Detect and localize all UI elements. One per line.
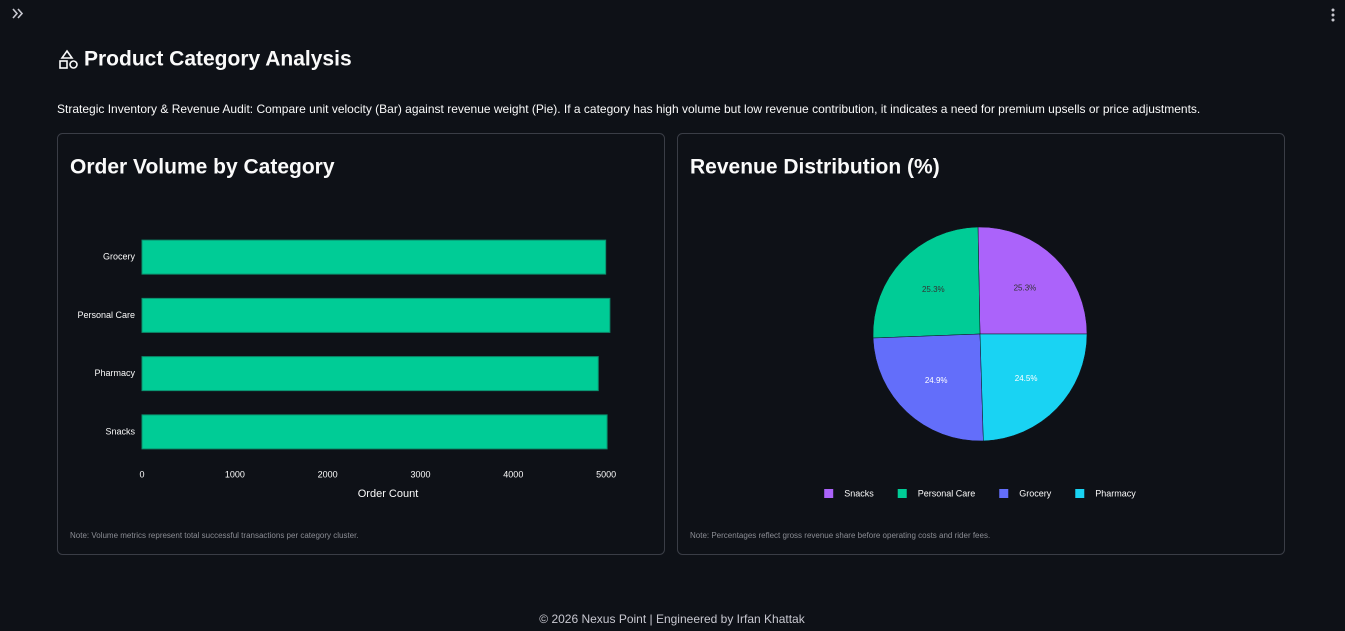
chart-note: Note: Percentages reflect gross revenue …: [690, 531, 990, 540]
slice-label: 24.9%: [925, 376, 948, 385]
chart-title: Order Volume by Category: [70, 156, 335, 179]
slice-label: 24.5%: [1015, 374, 1038, 383]
y-tick-label: Pharmacy: [94, 368, 135, 378]
x-tick-label: 2000: [318, 469, 338, 479]
pie-slice: [872, 333, 984, 442]
legend-label: Snacks: [844, 488, 874, 498]
page-description: Strategic Inventory & Revenue Audit: Com…: [57, 102, 1200, 116]
bar: [141, 239, 607, 275]
y-tick-label: Personal Care: [77, 310, 135, 320]
slice-label: 25.3%: [922, 285, 945, 294]
bar: [141, 297, 611, 333]
x-axis-label: Order Count: [358, 488, 419, 500]
x-tick-label: 3000: [410, 469, 430, 479]
slice-label: 25.3%: [1014, 283, 1037, 292]
x-tick-label: 5000: [596, 469, 616, 479]
legend-swatch: [897, 489, 907, 498]
footer: © 2026 Nexus Point | Engineered by Irfan…: [539, 612, 805, 626]
category-icon: [59, 49, 78, 69]
menu-icon[interactable]: [1331, 8, 1335, 22]
x-tick-label: 4000: [503, 469, 523, 479]
x-tick-label: 1000: [225, 469, 245, 479]
pie-panel: [677, 133, 1285, 555]
legend-swatch: [824, 489, 834, 498]
pie-slice: [977, 226, 1088, 335]
chart-note: Note: Volume metrics represent total suc…: [70, 531, 359, 540]
expand-sidebar-icon[interactable]: [12, 8, 24, 19]
page-title: Product Category Analysis: [84, 48, 352, 71]
pie-slice: [872, 226, 981, 339]
x-tick-label: 0: [139, 469, 144, 479]
bar-panel: [57, 133, 665, 555]
y-tick-label: Snacks: [105, 426, 135, 436]
legend-label: Personal Care: [918, 488, 976, 498]
chart-title: Revenue Distribution (%): [690, 156, 940, 179]
legend-label: Pharmacy: [1095, 488, 1136, 498]
legend-label: Grocery: [1019, 488, 1052, 498]
pie-slice: [979, 333, 1088, 442]
bar: [141, 356, 599, 392]
legend-swatch: [1075, 489, 1085, 498]
legend-swatch: [999, 489, 1009, 498]
bar: [141, 414, 608, 450]
y-tick-label: Grocery: [103, 252, 136, 262]
